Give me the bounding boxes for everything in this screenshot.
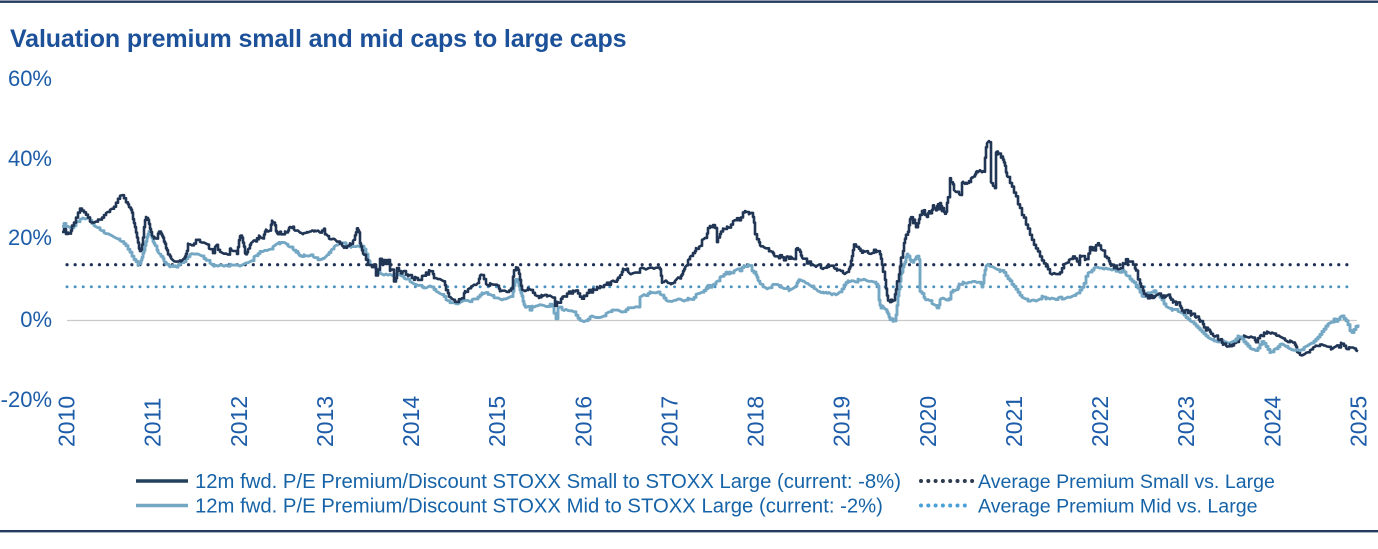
svg-text:12m fwd. P/E Premium/Discount: 12m fwd. P/E Premium/Discount STOXX Mid … (195, 496, 883, 518)
svg-text:2023: 2023 (1173, 396, 1199, 447)
svg-text:40%: 40% (8, 146, 52, 171)
svg-text:-20%: -20% (1, 387, 52, 412)
svg-text:2013: 2013 (312, 396, 338, 447)
svg-text:Valuation premium small and mi: Valuation premium small and mid caps to … (10, 25, 626, 53)
svg-text:2016: 2016 (570, 396, 596, 447)
svg-text:2024: 2024 (1259, 396, 1285, 447)
svg-text:Average Premium Small vs. Larg: Average Premium Small vs. Large (978, 471, 1275, 493)
svg-text:12m fwd. P/E Premium/Discount: 12m fwd. P/E Premium/Discount STOXX Smal… (195, 471, 901, 493)
svg-text:2011: 2011 (140, 398, 166, 447)
svg-text:2012: 2012 (226, 396, 252, 447)
svg-text:2017: 2017 (656, 396, 682, 447)
svg-text:0%: 0% (20, 307, 52, 332)
svg-text:2015: 2015 (484, 396, 510, 447)
svg-text:60%: 60% (8, 66, 52, 91)
svg-text:2014: 2014 (398, 396, 424, 447)
svg-text:20%: 20% (8, 225, 52, 250)
svg-text:2010: 2010 (54, 396, 80, 447)
svg-text:2022: 2022 (1087, 396, 1113, 447)
svg-text:2020: 2020 (915, 396, 941, 447)
svg-text:2021: 2021 (1001, 396, 1027, 447)
svg-text:2025: 2025 (1345, 396, 1371, 447)
svg-text:2018: 2018 (743, 396, 769, 447)
svg-text:Average Premium Mid vs. Large: Average Premium Mid vs. Large (978, 496, 1258, 518)
svg-text:2019: 2019 (829, 396, 855, 447)
